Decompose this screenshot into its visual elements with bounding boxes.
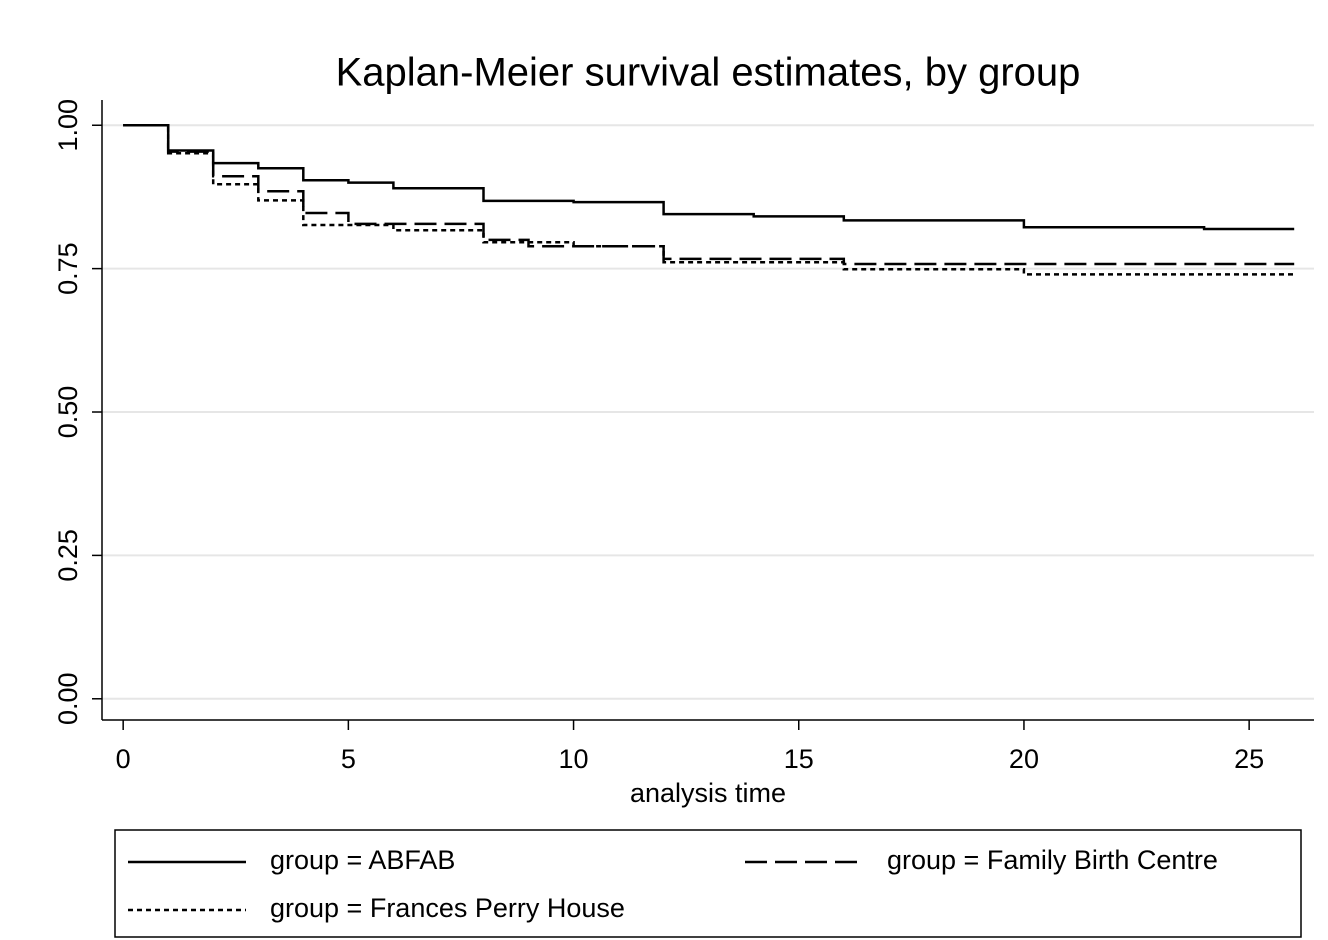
legend: [114, 829, 1302, 938]
y-tick-label: 0.25: [53, 529, 83, 582]
y-tick-label: 0.75: [53, 242, 83, 295]
x-axis-label: analysis time: [630, 778, 786, 808]
x-tick-label: 10: [559, 744, 589, 774]
x-tick-label: 15: [784, 744, 814, 774]
x-tick-label: 25: [1234, 744, 1264, 774]
x-tick-label: 20: [1009, 744, 1039, 774]
survival-line: [123, 123, 1295, 231]
legend-label: group = Frances Perry House: [270, 893, 625, 923]
survival-line: [123, 123, 1295, 276]
survival-line: [123, 123, 1295, 266]
y-tick-label: 0.50: [53, 386, 83, 439]
chart-title: Kaplan-Meier survival estimates, by grou…: [336, 51, 1081, 95]
legend-label: group = Family Birth Centre: [887, 845, 1218, 875]
legend-label: group = ABFAB: [270, 845, 455, 875]
x-tick-label: 5: [341, 744, 356, 774]
x-tick-label: 0: [116, 744, 131, 774]
y-tick-label: 1.00: [53, 99, 83, 152]
y-tick-label: 0.00: [53, 672, 83, 725]
